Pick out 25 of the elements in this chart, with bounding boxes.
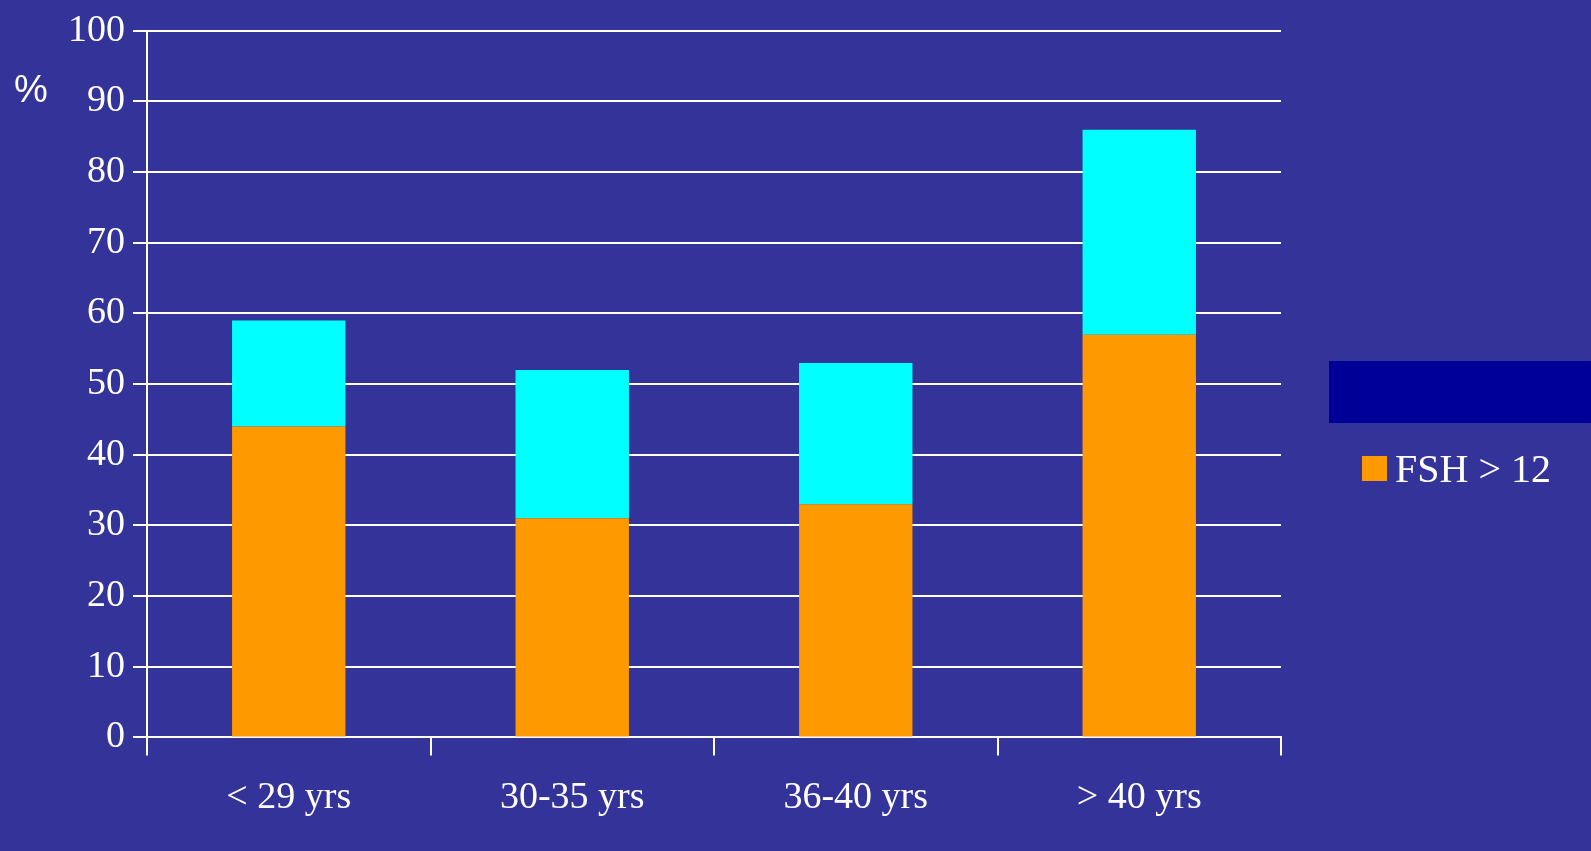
y-tick-label: 70 — [87, 218, 125, 261]
bar — [515, 369, 629, 519]
y-tick-label: 30 — [87, 501, 125, 544]
y-tick-label: 60 — [87, 289, 125, 332]
y-tick-label: 80 — [87, 148, 125, 191]
bar — [232, 426, 346, 737]
bar — [515, 518, 629, 737]
bar — [232, 320, 346, 427]
y-axis-title: % — [14, 68, 48, 111]
bar — [1082, 334, 1196, 737]
y-tick-label: 20 — [87, 572, 125, 615]
y-tick-label: 90 — [87, 77, 125, 120]
x-tick-label: 36-40 yrs — [783, 774, 929, 817]
bar — [799, 362, 913, 505]
x-tick-label: 30-35 yrs — [499, 774, 645, 817]
bar — [799, 504, 913, 737]
y-tick-label: 40 — [87, 430, 125, 473]
y-tick-label: 0 — [106, 713, 125, 756]
y-tick-label: 50 — [87, 360, 125, 403]
bar — [1082, 129, 1196, 335]
legend-label: FSH > 12 — [1395, 445, 1551, 492]
x-tick-label: < 29 yrs — [226, 774, 352, 817]
x-tick-label: > 40 yrs — [1076, 774, 1202, 817]
y-tick-label: 10 — [87, 642, 125, 685]
y-tick-label: 100 — [68, 6, 125, 49]
